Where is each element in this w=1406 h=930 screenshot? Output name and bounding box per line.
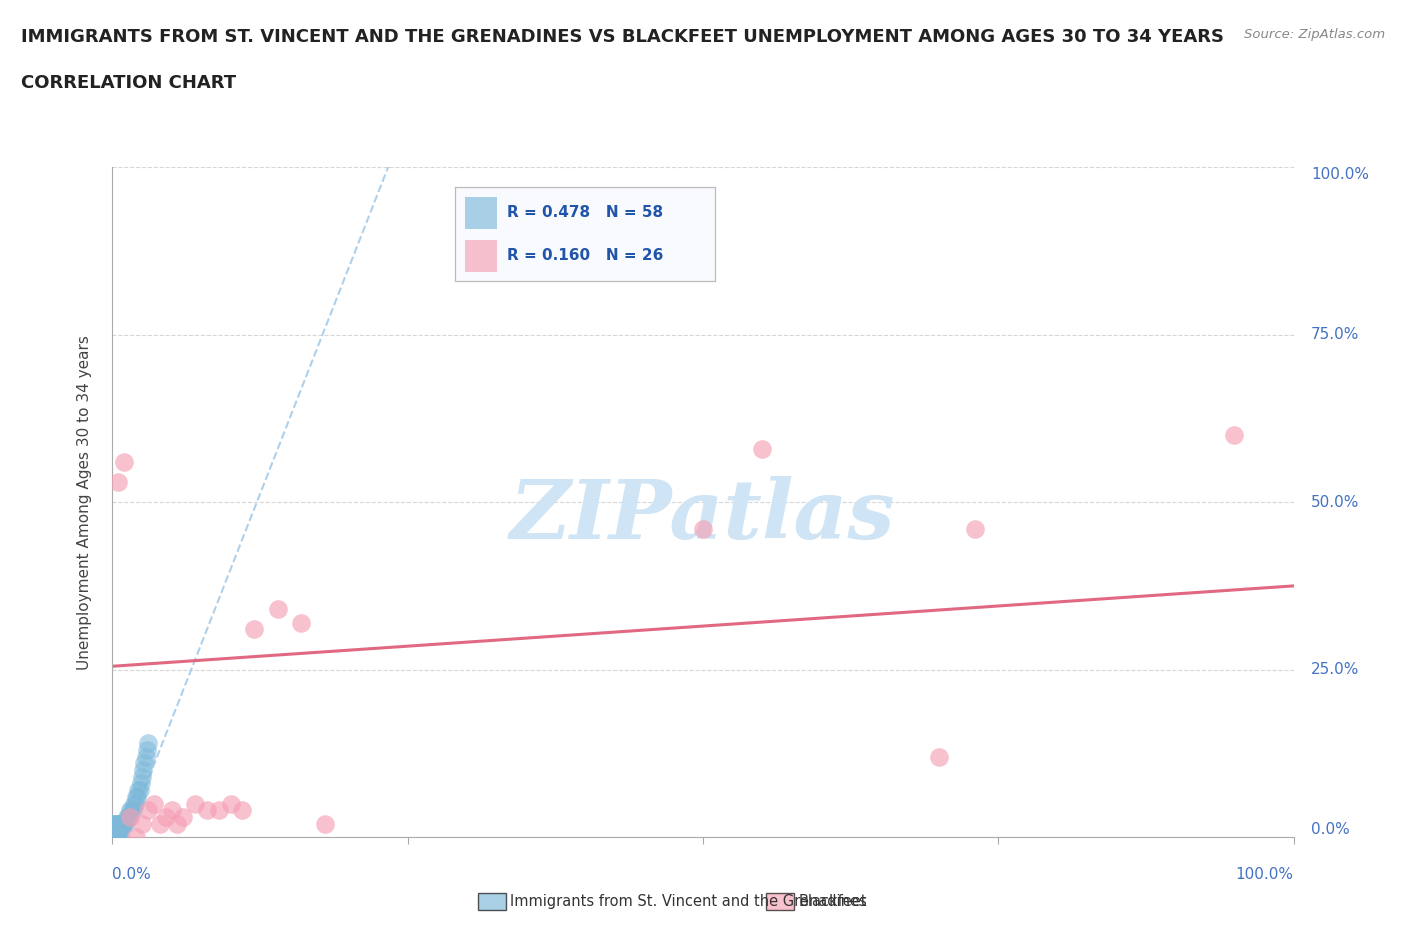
Text: IMMIGRANTS FROM ST. VINCENT AND THE GRENADINES VS BLACKFEET UNEMPLOYMENT AMONG A: IMMIGRANTS FROM ST. VINCENT AND THE GREN…	[21, 28, 1225, 46]
Y-axis label: Unemployment Among Ages 30 to 34 years: Unemployment Among Ages 30 to 34 years	[77, 335, 91, 670]
Point	[112, 455, 135, 470]
Point	[104, 830, 127, 844]
Text: 75.0%: 75.0%	[1312, 327, 1360, 342]
Point	[101, 830, 124, 844]
Point	[120, 803, 142, 817]
Point	[105, 830, 128, 844]
Point	[103, 817, 125, 831]
Text: 50.0%: 50.0%	[1312, 495, 1360, 510]
Point	[115, 809, 138, 824]
Point	[101, 817, 124, 831]
Point	[122, 796, 145, 811]
Point	[112, 817, 135, 831]
Point	[105, 830, 128, 844]
Point	[128, 783, 150, 798]
Point	[184, 796, 207, 811]
Text: ZIPatlas: ZIPatlas	[510, 475, 896, 555]
Point	[131, 817, 153, 831]
Point	[160, 803, 183, 817]
Point	[105, 823, 128, 838]
Point	[1223, 428, 1246, 443]
Text: 0.0%: 0.0%	[112, 867, 152, 883]
Point	[108, 830, 131, 844]
Point	[105, 817, 128, 831]
Point	[117, 809, 139, 824]
Point	[166, 817, 188, 831]
Point	[134, 756, 156, 771]
Text: Blackfeet: Blackfeet	[799, 894, 868, 909]
Point	[135, 750, 157, 764]
Point	[104, 823, 127, 838]
Point	[963, 522, 986, 537]
Point	[243, 622, 266, 637]
Point	[107, 474, 129, 489]
Text: 0.0%: 0.0%	[1312, 822, 1350, 837]
Point	[101, 830, 124, 844]
Point	[101, 830, 124, 844]
Point	[125, 790, 148, 804]
Point	[101, 830, 124, 844]
Point	[142, 796, 165, 811]
Point	[155, 809, 177, 824]
Point	[103, 830, 125, 844]
Point	[103, 830, 125, 844]
Text: Source: ZipAtlas.com: Source: ZipAtlas.com	[1244, 28, 1385, 41]
Point	[118, 809, 141, 824]
Point	[172, 809, 194, 824]
Point	[104, 830, 127, 844]
Point	[103, 823, 125, 838]
Point	[121, 803, 143, 817]
Point	[751, 441, 773, 456]
Point	[290, 616, 312, 631]
Point	[136, 803, 159, 817]
Text: 100.0%: 100.0%	[1312, 167, 1369, 182]
Point	[112, 817, 135, 831]
Point	[314, 817, 336, 831]
Point	[101, 823, 124, 838]
Text: Immigrants from St. Vincent and the Grenadines: Immigrants from St. Vincent and the Gren…	[510, 894, 868, 909]
Point	[104, 830, 127, 844]
Point	[103, 830, 125, 844]
Point	[131, 769, 153, 784]
Point	[101, 830, 124, 844]
Point	[110, 817, 132, 831]
Point	[231, 803, 253, 817]
Point	[149, 817, 172, 831]
Point	[136, 736, 159, 751]
Point	[107, 823, 129, 838]
Point	[132, 763, 155, 777]
Point	[107, 817, 129, 831]
Point	[127, 783, 149, 798]
Point	[127, 790, 149, 804]
Point	[125, 830, 148, 844]
Point	[928, 750, 950, 764]
Point	[195, 803, 218, 817]
Text: 100.0%: 100.0%	[1236, 867, 1294, 883]
Point	[108, 817, 131, 831]
Point	[129, 776, 152, 790]
Point	[104, 817, 127, 831]
Point	[267, 602, 290, 617]
Point	[105, 823, 128, 838]
Text: CORRELATION CHART: CORRELATION CHART	[21, 74, 236, 92]
Point	[208, 803, 231, 817]
Point	[103, 830, 125, 844]
Point	[101, 830, 124, 844]
Point	[219, 796, 242, 811]
Point	[110, 823, 132, 838]
Point	[135, 742, 157, 757]
Point	[105, 830, 128, 844]
Point	[107, 830, 129, 844]
Point	[101, 830, 124, 844]
Text: 25.0%: 25.0%	[1312, 662, 1360, 677]
Point	[114, 817, 136, 831]
Point	[105, 817, 128, 831]
Point	[101, 830, 124, 844]
Point	[111, 817, 134, 831]
Point	[120, 803, 142, 817]
Point	[124, 796, 146, 811]
Point	[692, 522, 714, 537]
Point	[120, 809, 142, 824]
